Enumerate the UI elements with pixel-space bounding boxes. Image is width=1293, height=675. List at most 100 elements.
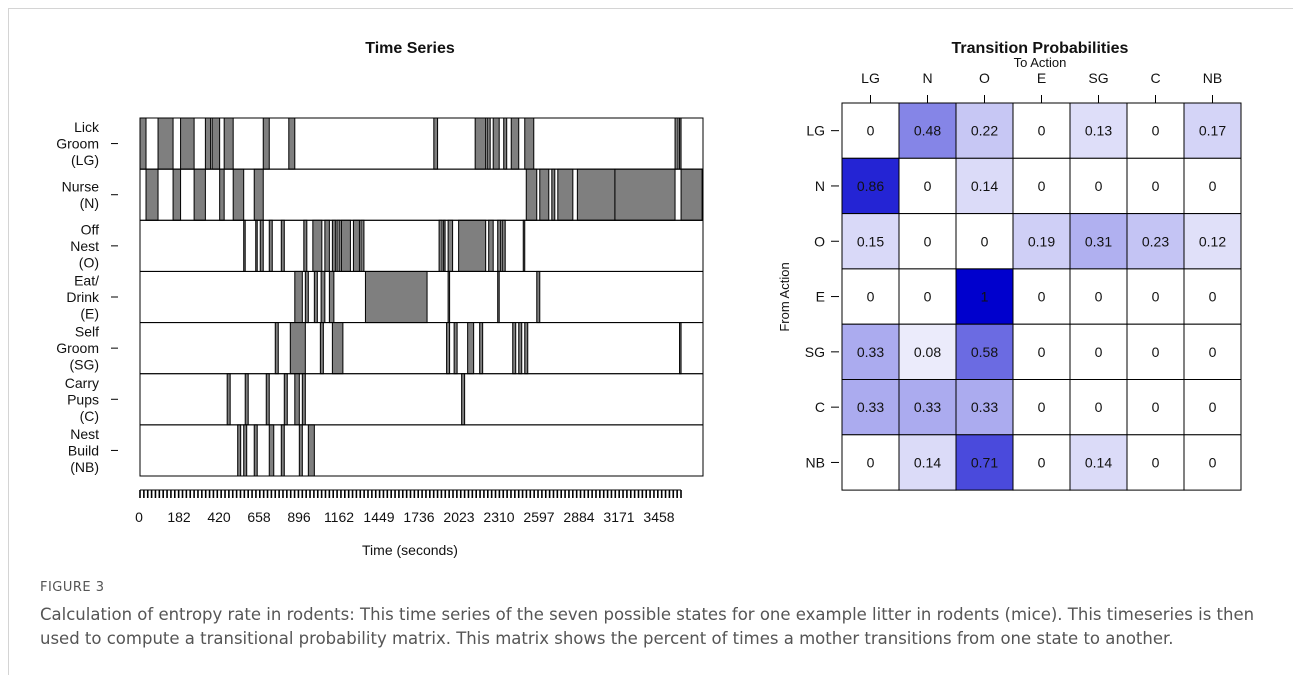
x-tick-label: 420	[207, 509, 231, 525]
heatmap-cell	[955, 268, 1014, 325]
figure-caption: Calculation of entropy rate in rodents: …	[40, 605, 1255, 648]
cell-value: 0	[1038, 344, 1046, 360]
state-interval	[492, 117, 500, 170]
state-interval	[324, 219, 330, 272]
state-interval	[488, 219, 494, 272]
state-interval	[551, 168, 556, 221]
state-interval	[336, 219, 341, 272]
state-interval	[320, 270, 326, 324]
cell-value: 0	[1038, 399, 1046, 415]
state-interval	[453, 322, 458, 375]
state-interval	[433, 117, 439, 170]
cell-value: 0	[1095, 178, 1103, 194]
state-interval	[679, 322, 682, 375]
x-tick-label: 2597	[523, 509, 554, 525]
state-label: (O)	[79, 254, 99, 270]
state-interval	[268, 219, 273, 272]
state-label: Eat/	[74, 273, 99, 289]
cell-value: 0	[1209, 178, 1217, 194]
heatmap-cell	[1183, 157, 1242, 215]
cell-value: 0.14	[1085, 454, 1112, 470]
cell-value: 0.33	[857, 399, 884, 415]
state-interval	[557, 168, 574, 221]
x-tick-label: 658	[247, 509, 271, 525]
cell-value: 0	[1152, 123, 1160, 139]
cell-value: 0.08	[914, 344, 941, 360]
state-interval	[364, 270, 428, 324]
state-interval	[253, 424, 258, 477]
state-row-border	[139, 424, 704, 477]
state-interval	[145, 168, 159, 221]
state-row-border	[139, 322, 704, 375]
column-label: N	[922, 70, 932, 86]
cell-value: 0	[924, 289, 932, 305]
column-label: NB	[1203, 70, 1222, 86]
cell-value: 0	[1038, 178, 1046, 194]
state-interval	[536, 270, 541, 324]
heatmap-cell	[841, 157, 900, 215]
state-interval	[294, 373, 300, 426]
state-interval	[331, 219, 336, 272]
state-label: Off	[81, 221, 100, 237]
state-label: Nest	[70, 426, 99, 442]
row-label: C	[815, 399, 825, 415]
cell-value: 0.86	[857, 178, 884, 194]
heatmap-cell	[1012, 213, 1071, 270]
heatmap-cell	[955, 157, 1014, 215]
heatmap-cell	[1126, 268, 1185, 325]
state-interval	[262, 117, 270, 170]
state-interval	[303, 219, 308, 272]
cell-value: 0	[1209, 399, 1217, 415]
row-label: SG	[805, 344, 825, 360]
state-interval	[243, 424, 248, 477]
cell-value: 0	[1152, 289, 1160, 305]
heatmap-cell	[1183, 102, 1242, 159]
state-interval	[259, 219, 264, 272]
heatmap-cell	[1012, 268, 1071, 325]
state-interval	[288, 117, 296, 170]
state-label: Drink	[66, 289, 100, 305]
heatmap-cell	[1012, 379, 1071, 436]
state-interval	[497, 219, 502, 272]
heatmap-cell	[955, 213, 1014, 270]
x-tick-label: 2884	[563, 509, 594, 525]
state-interval	[180, 117, 195, 170]
state-interval	[274, 322, 279, 375]
x-tick-label: 896	[287, 509, 311, 525]
state-interval	[157, 117, 174, 170]
state-interval	[172, 168, 182, 221]
cell-value: 0.12	[1199, 233, 1226, 249]
heatmap-cell	[1012, 323, 1071, 381]
heatmap-cell	[1012, 434, 1071, 491]
x-tick-label: 3171	[603, 509, 634, 525]
state-interval	[312, 219, 323, 272]
state-interval	[313, 270, 318, 324]
state-interval	[679, 117, 682, 170]
state-label: Build	[68, 442, 99, 458]
state-interval	[518, 322, 523, 375]
cell-value: 0.22	[971, 123, 998, 139]
cell-value: 0	[1038, 289, 1046, 305]
state-interval	[352, 219, 360, 272]
state-interval	[226, 373, 231, 426]
row-label: NB	[806, 454, 825, 470]
state-interval	[340, 219, 351, 272]
cell-value: 0.15	[857, 233, 884, 249]
state-interval	[360, 219, 365, 272]
state-interval	[280, 424, 285, 477]
heatmap-cell	[1183, 434, 1242, 491]
x-tick-label: 0	[135, 509, 143, 525]
state-label: (NB)	[70, 459, 99, 475]
cell-value: 0	[1209, 289, 1217, 305]
state-interval	[268, 424, 275, 477]
column-label: E	[1037, 70, 1046, 86]
heatmap-cell	[955, 379, 1014, 436]
state-row-border	[139, 373, 704, 426]
state-interval	[501, 219, 506, 272]
state-row: Eat/Drink(E)	[66, 270, 704, 324]
state-interval	[486, 117, 491, 170]
x-tick-label: 1736	[403, 509, 434, 525]
state-interval	[139, 117, 147, 170]
cell-value: 0	[981, 233, 989, 249]
